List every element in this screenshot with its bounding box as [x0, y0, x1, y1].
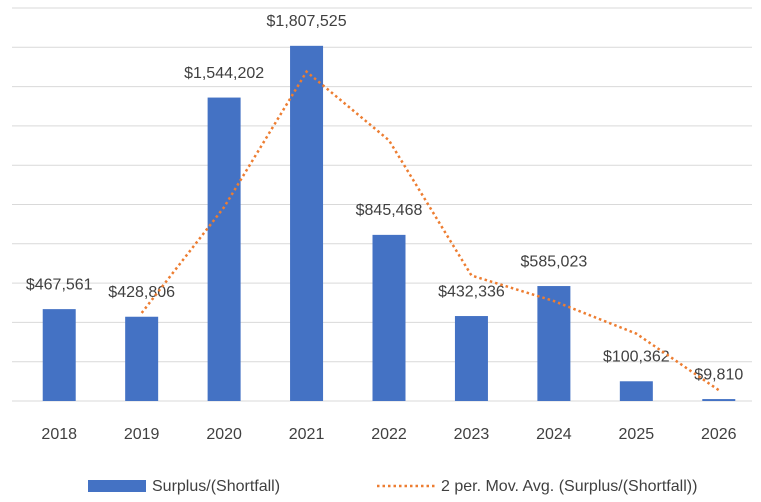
data-label: $428,806: [108, 284, 175, 301]
moving-average-line: [140, 69, 720, 392]
legend-swatch: [88, 480, 146, 492]
data-label: $467,561: [26, 276, 93, 293]
bar: [537, 286, 571, 401]
data-label: $100,362: [603, 348, 670, 365]
bar: [702, 399, 736, 401]
x-tick-label: 2022: [371, 426, 407, 443]
data-label: $585,023: [521, 253, 588, 270]
x-tick-label: 2026: [701, 426, 737, 443]
x-tick-label: 2024: [536, 426, 572, 443]
bar: [290, 45, 324, 401]
data-label: $9,810: [694, 366, 743, 383]
bar: [619, 381, 653, 401]
data-label: $1,807,525: [267, 13, 347, 30]
legend-label: Surplus/(Shortfall): [152, 478, 280, 495]
x-tick-label: 2020: [206, 426, 242, 443]
bar: [125, 316, 159, 401]
data-label: $432,336: [438, 283, 505, 300]
data-label: $1,544,202: [184, 65, 264, 82]
bar: [207, 97, 241, 402]
legend-label: 2 per. Mov. Avg. (Surplus/(Shortfall)): [441, 478, 697, 495]
x-tick-label: 2023: [454, 426, 490, 443]
bar: [42, 309, 76, 401]
x-tick-label: 2025: [619, 426, 655, 443]
x-tick-label: 2018: [41, 426, 77, 443]
x-tick-label: 2021: [289, 426, 325, 443]
bar: [454, 316, 488, 401]
x-tick-label: 2019: [124, 426, 160, 443]
bar: [372, 234, 406, 401]
data-label: $845,468: [356, 202, 423, 219]
